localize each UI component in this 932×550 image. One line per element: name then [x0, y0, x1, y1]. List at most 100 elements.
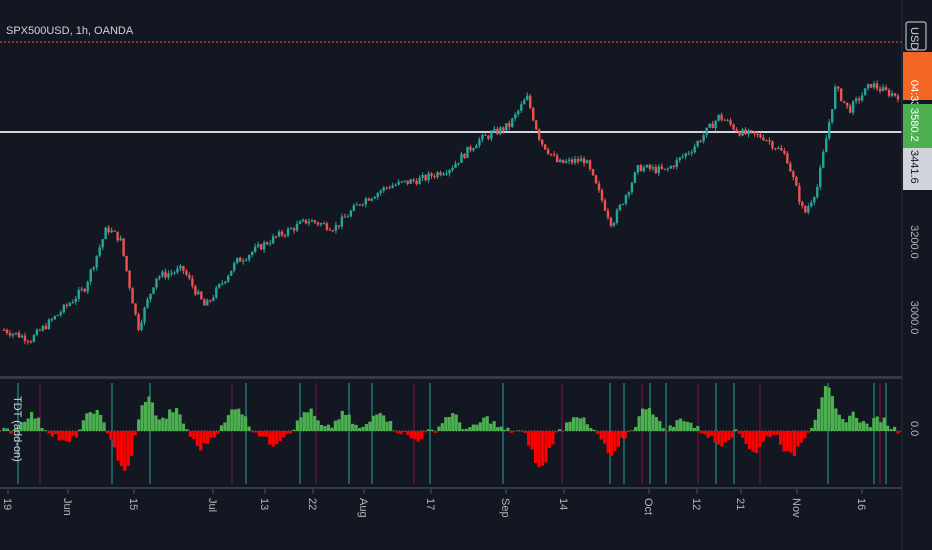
candle-body	[430, 173, 433, 177]
candle-body	[107, 227, 110, 233]
price-candle	[233, 261, 236, 273]
price-candle	[561, 159, 565, 164]
candle-body	[32, 335, 36, 342]
price-candle	[331, 229, 335, 233]
oscillator-bar	[85, 413, 89, 431]
price-candle	[645, 164, 649, 168]
candle-body	[406, 180, 409, 184]
price-candle	[866, 83, 870, 91]
candle-body	[289, 228, 293, 230]
candle-body	[621, 203, 625, 205]
candle-body	[651, 167, 655, 169]
candle-body	[591, 169, 595, 176]
candle-body	[723, 119, 726, 121]
candle-body	[708, 123, 711, 128]
candle-body	[490, 132, 493, 139]
price-axis[interactable]: USD 04:33 3580.2 3441.6 3000.0 3200.0 0.0	[901, 0, 932, 550]
price-candle	[283, 233, 287, 239]
oscillator-pane[interactable]: TDT (add-on)	[0, 383, 902, 484]
candle-body	[298, 221, 302, 224]
oscillator-bar	[696, 425, 700, 431]
candle-body	[475, 145, 478, 149]
oscillator-bar	[644, 409, 648, 431]
price-candle	[376, 191, 379, 200]
price-candle	[756, 131, 759, 138]
price-pane[interactable]: SPX500USD, 1h, OANDA	[0, 25, 902, 345]
price-candle	[206, 298, 209, 306]
oscillator-bar	[212, 431, 217, 438]
currency-badge[interactable]	[905, 21, 927, 51]
oscillator-bar	[230, 409, 234, 431]
candle-body	[696, 140, 699, 147]
oscillator-bar	[779, 431, 783, 445]
candle-body	[191, 278, 194, 287]
oscillator-bar	[375, 414, 379, 431]
oscillator-bar	[568, 421, 572, 431]
price-candle	[224, 280, 227, 285]
price-candle	[720, 112, 723, 122]
oscillator-bar	[703, 431, 707, 435]
oscillator-bar	[706, 431, 710, 438]
oscillator-bar	[858, 422, 862, 431]
candle-body	[741, 129, 744, 136]
price-candle	[215, 285, 218, 299]
oscillator-bar	[792, 431, 797, 456]
price-candle	[532, 106, 535, 122]
oscillator-bar	[765, 431, 769, 437]
price-candle	[11, 332, 15, 339]
candle-body	[343, 216, 347, 218]
price-candle	[116, 231, 119, 243]
price-candle	[848, 103, 852, 114]
oscillator-bar	[254, 431, 258, 433]
price-candle	[301, 218, 305, 223]
price-candle	[600, 188, 604, 203]
oscillator-bar	[582, 417, 586, 431]
price-candle	[179, 263, 182, 272]
oscillator-bar	[627, 430, 631, 432]
candle-body	[517, 110, 520, 115]
oscillator-bar	[741, 431, 745, 438]
oscillator-bar	[195, 431, 199, 447]
oscillator-bar	[882, 417, 886, 431]
candle-body	[47, 319, 51, 330]
oscillator-bar	[67, 431, 72, 443]
price-candle	[546, 147, 550, 156]
candle-body	[532, 108, 535, 121]
candle-body	[564, 161, 568, 163]
oscillator-bar	[710, 431, 714, 436]
oscillator-bar	[516, 430, 520, 431]
oscillator-bar	[192, 431, 196, 440]
price-candle	[624, 194, 628, 206]
candle-body	[203, 299, 206, 306]
candle-body	[639, 165, 643, 172]
oscillator-bar	[426, 429, 431, 431]
price-candle	[618, 203, 622, 212]
price-candle	[777, 146, 780, 150]
candle-body	[588, 160, 592, 170]
price-candle	[552, 151, 556, 157]
time-axis[interactable]: 19 Jun 15 Jul 13 22 Aug 17 Sep 14 Oct 12 21 Nov 16	[1, 489, 867, 518]
price-candle	[59, 310, 63, 318]
oscillator-bar	[26, 418, 30, 431]
oscillator-bar	[219, 425, 224, 431]
oscillator-bar	[223, 422, 227, 431]
price-candle	[851, 100, 855, 116]
oscillator-bar	[689, 422, 693, 431]
candle-body	[887, 89, 891, 96]
candle-body	[511, 118, 514, 127]
price-candle	[367, 197, 370, 201]
oscillator-bar	[772, 431, 776, 436]
price-candle	[250, 251, 254, 258]
time-axis-separator	[0, 487, 932, 489]
oscillator-bar	[388, 420, 393, 431]
oscillator-bar	[796, 431, 800, 447]
candle-body	[648, 164, 652, 169]
oscillator-bar	[368, 421, 372, 431]
oscillator-bar	[713, 431, 717, 443]
oscillator-bar	[495, 427, 500, 431]
candle-body	[152, 287, 155, 294]
pane-separator[interactable]	[0, 376, 932, 379]
price-candle	[597, 180, 601, 193]
candle-body	[194, 286, 197, 295]
